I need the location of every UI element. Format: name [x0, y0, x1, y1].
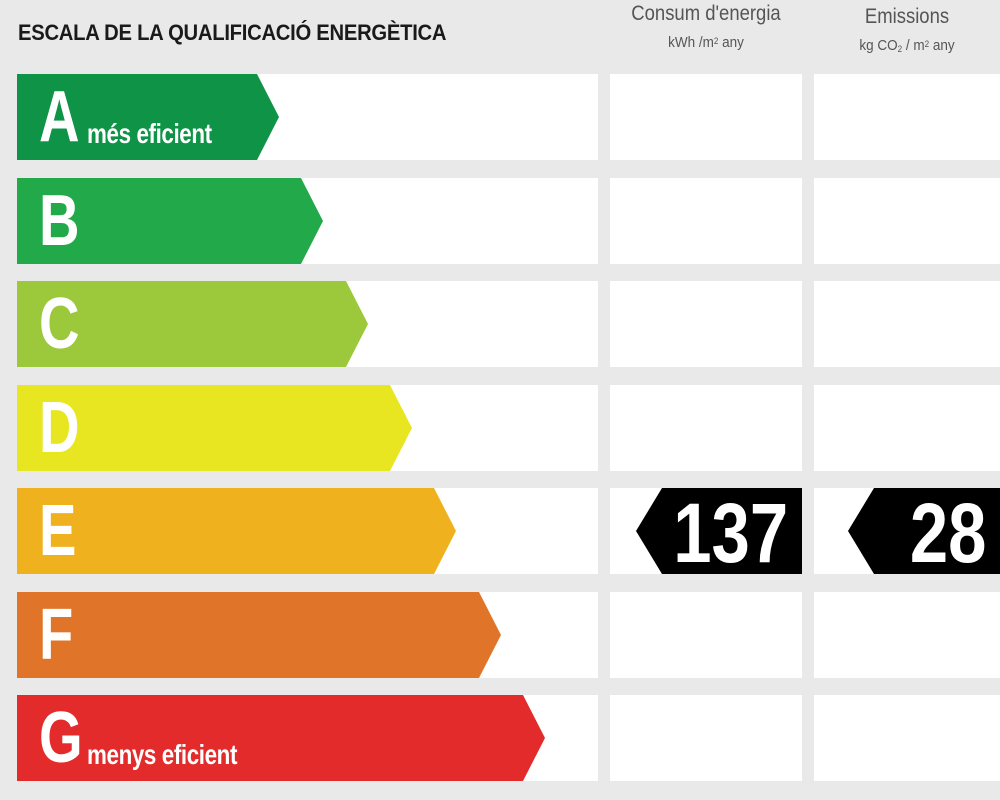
rating-arrow-fill [17, 74, 279, 160]
badge-arrow-fill [636, 488, 802, 574]
rating-letter: B [39, 181, 80, 261]
rating-arrow-fill [17, 281, 368, 367]
rating-bar-d: D [17, 385, 412, 471]
rating-arrow-shape [17, 178, 323, 264]
rating-arrow-fill [17, 178, 323, 264]
rating-arrow-shape [17, 281, 368, 367]
emissions-unit-prefix: kg CO [859, 37, 898, 54]
consum-heading: Consum d'energia [631, 2, 781, 25]
rating-arrow-fill [17, 385, 412, 471]
emissions-unit-sub: 2 [897, 44, 903, 54]
consum-cell [610, 281, 802, 367]
emissions-cell [814, 178, 1000, 264]
badge-value: 137 [673, 486, 788, 580]
rating-letter: D [39, 388, 80, 468]
rating-letter: E [39, 491, 77, 571]
emissions-cell [814, 385, 1000, 471]
emissions-unit-exp: 2 [924, 39, 930, 49]
rating-bar-f: F [17, 592, 501, 678]
consum-cell [610, 178, 802, 264]
emissions-heading: Emissions [864, 5, 950, 28]
consum-unit-exp: 2 [713, 36, 719, 46]
rating-letter: A [39, 77, 80, 157]
badge-arrow-shape [636, 488, 802, 574]
emissions-unit: kg CO2 / m2 any [823, 35, 990, 57]
rating-arrow-shape [17, 385, 412, 471]
rating-description: més eficient [87, 118, 212, 149]
emissions-cell [814, 695, 1000, 781]
emissions-column-header: Emissions kg CO2 / m2 any [814, 5, 1000, 57]
rating-arrow-fill [17, 488, 456, 574]
rating-letter: C [39, 284, 80, 364]
rating-arrow-shape [17, 74, 279, 160]
emissions-unit-mid: / m [902, 37, 925, 54]
rating-letter: F [39, 595, 74, 675]
consum-cell [610, 592, 802, 678]
consum-result-badge: 137 [636, 486, 802, 580]
rating-description: menys eficient [87, 739, 238, 770]
rating-arrow-shape [17, 488, 456, 574]
badge-arrow-fill [848, 488, 1000, 574]
rating-bar-c: C [17, 281, 368, 367]
consum-cell [610, 385, 802, 471]
rating-bar-e: E [17, 488, 456, 574]
emissions-unit-suffix: any [929, 37, 955, 54]
consum-cell [610, 74, 802, 160]
consum-unit-suffix: any [718, 34, 744, 51]
consum-unit: kWh /m2 any [620, 32, 793, 54]
rating-arrow-shape [17, 695, 545, 781]
emissions-cell [814, 74, 1000, 160]
consum-unit-prefix: kWh /m [668, 34, 714, 51]
page-title: ESCALA DE LA QUALIFICACIÓ ENERGÈTICA [18, 20, 447, 45]
rating-bar-b: B [17, 178, 323, 264]
consum-column-header: Consum d'energia kWh /m2 any [610, 2, 802, 54]
rating-letter: G [39, 698, 83, 778]
rating-arrow-fill [17, 695, 545, 781]
rating-arrow-fill [17, 592, 501, 678]
consum-cell [610, 695, 802, 781]
badge-arrow-shape [848, 488, 1000, 574]
emissions-result-badge: 28 [848, 486, 1000, 580]
rating-arrow-shape [17, 592, 501, 678]
badge-value: 28 [909, 486, 986, 580]
emissions-cell [814, 281, 1000, 367]
emissions-cell [814, 592, 1000, 678]
